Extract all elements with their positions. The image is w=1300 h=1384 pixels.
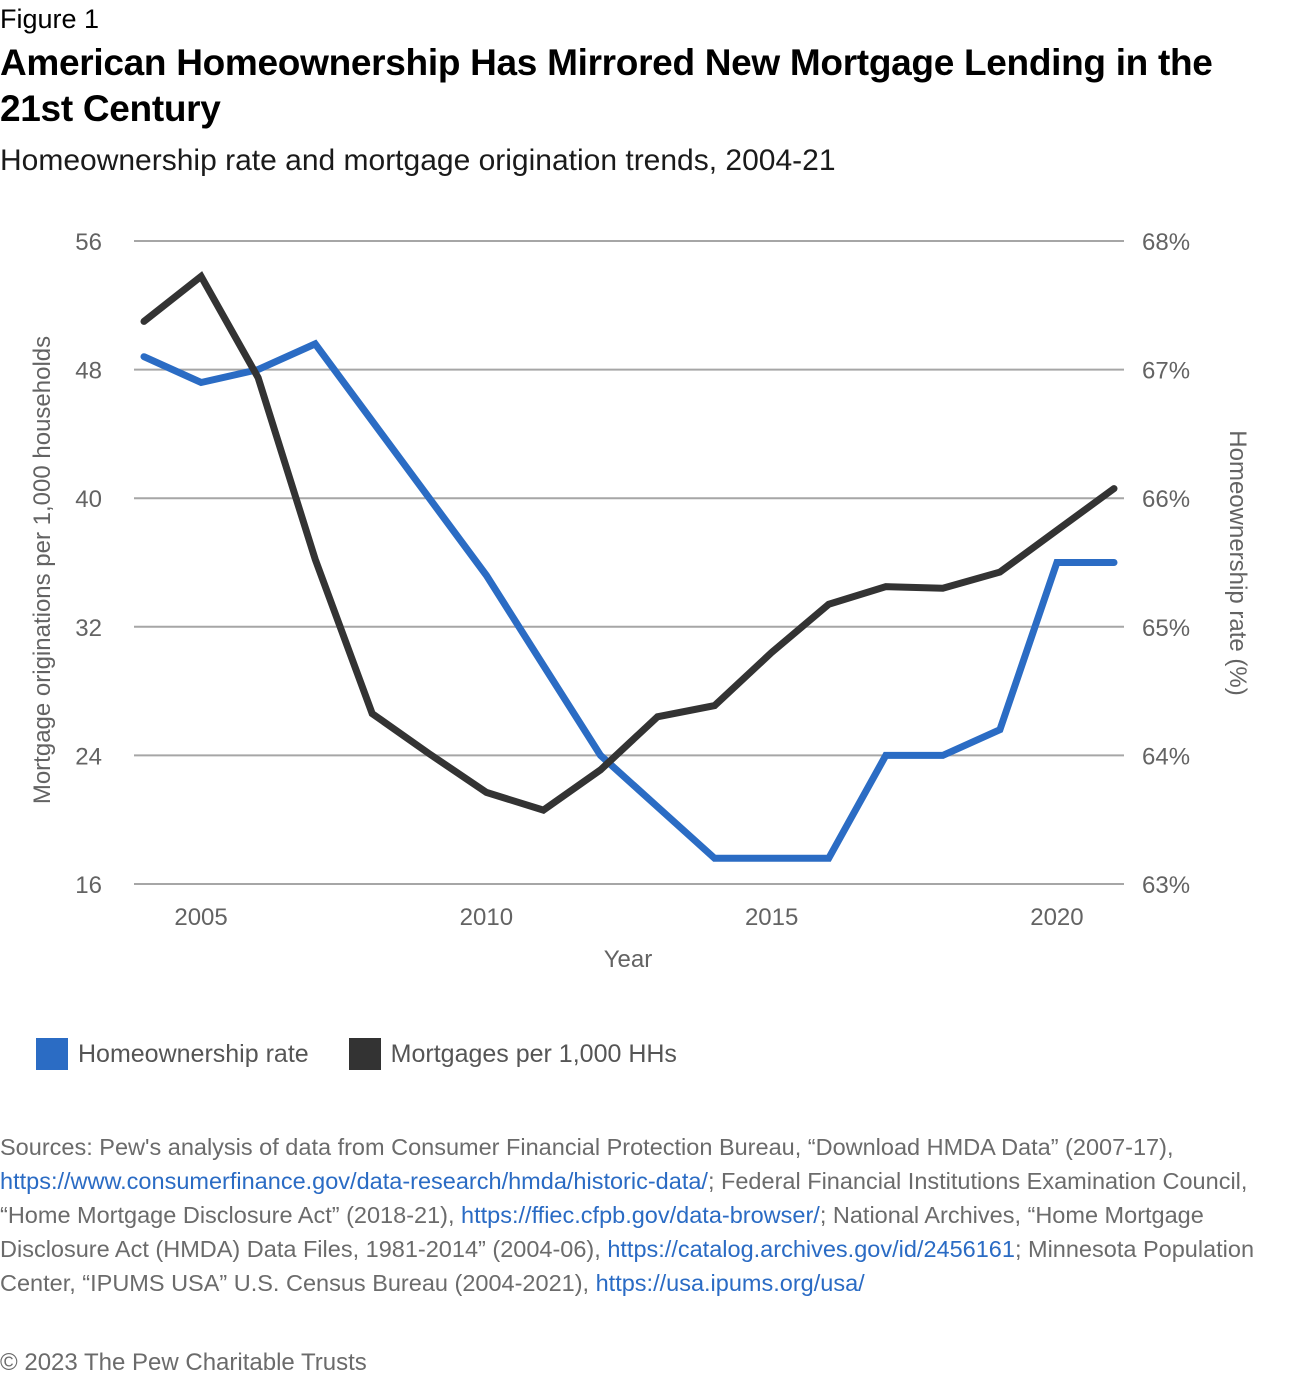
source-link-archives[interactable]: https://catalog.archives.gov/id/2456161 (607, 1236, 1015, 1262)
x-axis-title: Year (604, 946, 653, 973)
line-chart: 56 48 40 32 24 16 68% 67% 66% 65% 64% 63% 2005 2010… (29, 229, 1251, 973)
right-axis-title: Homeownership rate (%) (1224, 430, 1251, 695)
gridlines (134, 240, 1124, 885)
legend-label-homeownership: Homeownership rate (78, 1039, 309, 1068)
series-line-mortgages (140, 271, 1118, 814)
x-tick-label: 2020 (1030, 904, 1083, 931)
sources-note: Sources: Pew's analysis of data from Con… (0, 1130, 1295, 1300)
source-link-ffiec[interactable]: https://ffiec.cfpb.gov/data-browser/ (461, 1202, 820, 1228)
legend-swatch-homeownership (36, 1038, 68, 1070)
sources-text-4: ; Minnesota Population Center, “IPUMS US… (0, 1236, 1255, 1296)
left-tick-label: 40 (75, 486, 102, 513)
right-axis-ticks: 68% 67% 66% 65% 64% 63% (1142, 229, 1190, 899)
left-axis-title: Mortgage originations per 1,000 househol… (29, 336, 56, 804)
copyright: © 2023 The Pew Charitable Trusts (0, 1349, 367, 1376)
x-axis-ticks: 2005 2010 2015 2020 (174, 904, 1083, 931)
source-link-cfpb[interactable]: https://www.consumerfinance.gov/data-res… (0, 1168, 708, 1194)
left-tick-label: 16 (75, 872, 102, 899)
x-tick-label: 2010 (460, 904, 513, 931)
source-link-ipums[interactable]: https://usa.ipums.org/usa/ (595, 1270, 865, 1296)
x-tick-label: 2015 (745, 904, 798, 931)
legend-item-mortgages: Mortgages per 1,000 HHs (348, 1038, 677, 1070)
right-tick-label: 66% (1142, 486, 1190, 513)
legend: Homeownership rate Mortgages per 1,000 H… (36, 1038, 717, 1070)
left-tick-label: 32 (75, 615, 102, 642)
left-tick-label: 48 (75, 358, 102, 385)
legend-swatch-mortgages (348, 1038, 381, 1070)
chart-subtitle: Homeownership rate and mortgage originat… (0, 144, 836, 177)
sources-text-1: Sources: Pew's analysis of data from Con… (0, 1134, 1174, 1160)
sources-text-2: ; Federal Financial Institutions Examina… (0, 1168, 1248, 1228)
left-tick-label: 24 (75, 743, 102, 770)
x-tick-label: 2005 (174, 904, 227, 931)
series-lines (140, 271, 1118, 862)
right-tick-label: 65% (1142, 615, 1190, 642)
right-tick-label: 64% (1142, 743, 1190, 770)
legend-label-mortgages: Mortgages per 1,000 HHs (390, 1039, 677, 1068)
right-tick-label: 67% (1142, 358, 1190, 385)
series-line-homeownership (140, 339, 1118, 862)
legend-item-homeownership: Homeownership rate (36, 1038, 309, 1070)
figure-label: Figure 1 (0, 4, 100, 34)
left-axis-ticks: 56 48 40 32 24 16 (75, 229, 102, 899)
right-tick-label: 63% (1142, 872, 1190, 899)
sources-text-3: ; National Archives, “Home Mortgage Disc… (0, 1202, 1204, 1262)
right-tick-label: 68% (1142, 229, 1190, 256)
left-tick-label: 56 (75, 229, 102, 256)
chart-title: American Homeownership Has Mirrored New … (0, 42, 1213, 129)
